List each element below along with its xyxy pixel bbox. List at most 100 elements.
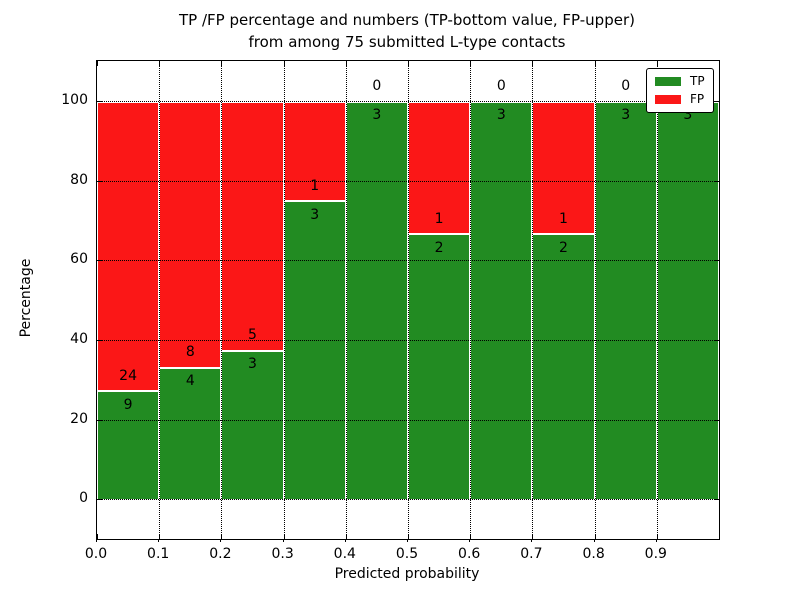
x-axis-tick <box>594 534 596 539</box>
x-axis-tick <box>470 534 472 539</box>
x-axis-tick-outer <box>158 539 160 542</box>
y-axis-tick <box>714 419 719 421</box>
tp-count-label: 2 <box>434 239 444 256</box>
tp-count-label: 3 <box>372 107 382 124</box>
bar-tp-segment <box>159 366 222 500</box>
gridline-vertical <box>159 61 161 539</box>
gridline-vertical <box>470 61 472 539</box>
x-axis-tick <box>470 61 472 66</box>
y-tick-label: 80 <box>70 171 88 188</box>
bar-fp-segment <box>97 100 160 391</box>
x-tick-label: 0.9 <box>644 546 667 562</box>
chart-title-line2: from among 75 submitted L-type contacts <box>248 33 566 51</box>
x-axis-tick-outer <box>469 539 471 542</box>
legend-swatch-tp <box>655 77 681 86</box>
x-axis-tick <box>656 61 658 66</box>
gridline-vertical <box>283 61 285 539</box>
fp-count-label: 0 <box>496 78 506 95</box>
x-axis-tick <box>345 534 347 539</box>
bar-tp-segment <box>656 100 719 500</box>
legend-swatch-fp <box>655 95 681 104</box>
x-tick-label: 0.3 <box>271 546 294 562</box>
x-axis-tick <box>594 61 596 66</box>
x-axis-label: Predicted probability <box>334 566 480 582</box>
x-axis-tick <box>283 61 285 66</box>
y-tick-label: 20 <box>70 410 88 427</box>
gridline-vertical <box>221 61 223 539</box>
y-axis-tick <box>97 100 102 102</box>
x-axis-tick-outer <box>655 539 657 542</box>
y-tick-label: 40 <box>70 330 88 347</box>
bar-tp-segment <box>345 100 408 500</box>
bar-fp-segment <box>221 100 284 350</box>
chart-title-line1: TP /FP percentage and numbers (TP-bottom… <box>179 11 635 29</box>
bar-tp-segment <box>532 233 595 500</box>
gridline-vertical <box>594 61 596 539</box>
x-tick-label: 0.8 <box>582 546 605 562</box>
x-axis-tick-outer <box>282 539 284 542</box>
x-tick-label: 0.1 <box>147 546 170 562</box>
tp-count-label: 3 <box>248 356 257 373</box>
x-axis-tick <box>408 61 409 66</box>
y-axis-label: Percentage <box>18 258 34 338</box>
fp-count-label: 1 <box>559 211 568 228</box>
y-axis-tick <box>714 100 719 102</box>
x-axis-tick <box>283 534 285 539</box>
y-axis-tick <box>714 260 719 262</box>
legend-label: FP <box>690 92 705 106</box>
x-axis-tick <box>159 534 161 539</box>
bar-fp-segment <box>532 100 595 234</box>
x-tick-label: 0.7 <box>520 546 543 562</box>
bar-fp-segment <box>283 100 346 201</box>
y-axis-tick <box>97 260 102 262</box>
legend-item: FP <box>655 93 705 106</box>
fp-count-label: 0 <box>372 78 382 95</box>
x-axis-tick <box>97 534 98 539</box>
y-axis-tick <box>714 339 719 341</box>
y-axis-tick <box>97 419 102 421</box>
bar-tp-segment <box>594 100 657 500</box>
tp-count-label: 3 <box>496 107 506 124</box>
x-tick-label: 0.4 <box>333 546 356 562</box>
fp-count-label: 0 <box>621 78 631 95</box>
bar-tp-segment <box>470 100 533 500</box>
y-axis-tick <box>97 499 102 501</box>
legend-item: TP <box>655 75 705 88</box>
x-axis-tick <box>97 61 98 66</box>
bar-tp-segment <box>221 349 284 500</box>
tp-count-label: 9 <box>123 396 133 413</box>
fp-count-label: 24 <box>119 368 138 385</box>
x-axis-tick <box>159 61 161 66</box>
gridline-vertical <box>656 61 658 539</box>
x-axis-tick-outer <box>220 539 222 542</box>
x-tick-label: 0.5 <box>395 546 419 562</box>
y-axis-tick <box>714 180 719 182</box>
gridline-vertical <box>345 61 347 539</box>
y-axis-tick <box>714 499 719 501</box>
y-tick-label: 60 <box>70 251 88 268</box>
x-axis-tick-outer <box>593 539 595 542</box>
fp-count-label: 1 <box>310 178 320 195</box>
x-axis-tick <box>532 61 534 66</box>
x-axis-tick-outer <box>344 539 346 542</box>
gridline-vertical <box>408 61 409 539</box>
x-axis-tick <box>345 61 347 66</box>
tp-count-label: 3 <box>683 107 693 124</box>
y-tick-label: 100 <box>61 91 88 108</box>
bar-fp-segment <box>159 100 222 367</box>
x-axis-tick-outer <box>96 539 97 542</box>
x-axis-tick-outer <box>531 539 533 542</box>
x-axis-tick <box>532 534 534 539</box>
x-tick-label: 0.2 <box>209 546 232 562</box>
fp-count-label: 5 <box>248 327 257 344</box>
x-tick-label: 0.0 <box>84 546 108 562</box>
tp-count-label: 4 <box>185 372 195 389</box>
bar-fp-segment <box>408 100 471 234</box>
fp-count-label: 1 <box>434 211 444 228</box>
y-axis-tick <box>97 180 102 182</box>
bar-tp-segment <box>97 390 160 500</box>
y-tick-label: 0 <box>79 490 88 507</box>
gridline-vertical <box>532 61 534 539</box>
bar-tp-segment <box>283 200 346 500</box>
